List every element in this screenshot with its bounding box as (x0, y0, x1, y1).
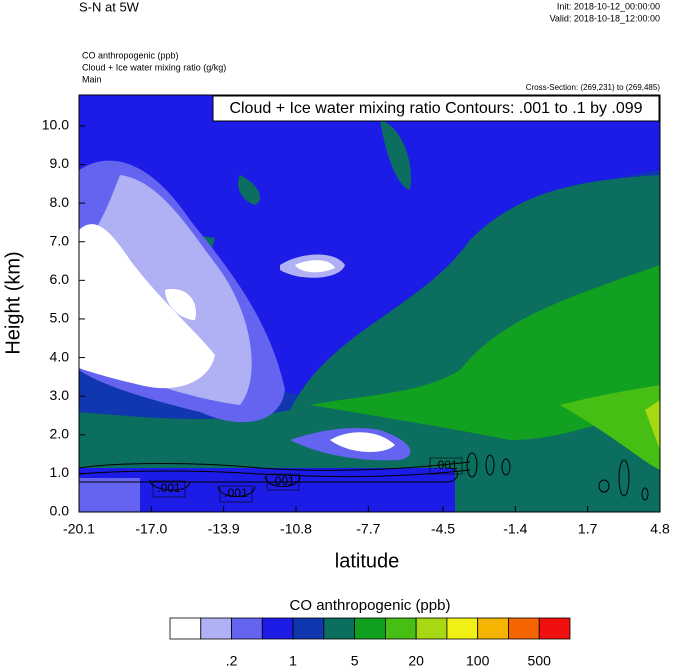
field-name: CO anthropogenic (ppb) (82, 50, 179, 60)
y-tick-label: 4.0 (50, 348, 70, 364)
x-tick-label: 1.7 (578, 521, 598, 537)
title: S-N at 5W (79, 0, 140, 14)
colorbar-box (354, 617, 386, 640)
colorbar-tick-label: 1 (289, 653, 297, 668)
colorbar-tick-label: 500 (528, 653, 552, 668)
colorbar-title: CO anthropogenic (ppb) (290, 597, 451, 614)
y-axis-label: Height (km) (2, 251, 24, 354)
colorbar-tick-label: .2 (226, 653, 238, 668)
colorbar-box (508, 617, 540, 640)
colorbar-box (261, 617, 294, 640)
plot-frame (78, 94, 661, 513)
contour-label-box (429, 457, 463, 475)
x-tick-label: -4.5 (431, 521, 455, 537)
colorbar-box (323, 617, 356, 640)
annotation: Cloud + Ice water mixing ratio Contours:… (229, 100, 642, 117)
colorbar-box (538, 617, 571, 640)
contour-label-box (266, 473, 300, 491)
y-tick-label: 0.0 (50, 503, 70, 519)
field-name: Main (82, 74, 102, 84)
field-name: Cloud + Ice water mixing ratio (g/kg) (82, 62, 226, 72)
colorbar-box (200, 617, 232, 640)
y-tick-label: 7.0 (50, 232, 70, 248)
colorbar-tick-label: 100 (466, 653, 490, 668)
y-tick-label: 1.0 (50, 464, 70, 480)
x-tick-label: -13.9 (208, 521, 240, 537)
y-tick-label: 5.0 (50, 310, 70, 326)
colorbar-box (169, 617, 202, 640)
contour-label: .001 (157, 481, 181, 495)
x-tick-label: -20.1 (63, 521, 95, 537)
contour-field (79, 95, 660, 512)
contour-label: .001 (271, 474, 295, 488)
y-tick-label: 6.0 (50, 271, 70, 287)
x-tick-label: -17.0 (135, 521, 167, 537)
y-tick-label: 9.0 (50, 155, 70, 171)
x-tick-label: 4.8 (650, 521, 670, 537)
contour-label: .001 (224, 486, 248, 500)
contour-label-box (219, 485, 253, 503)
y-tick-label: 3.0 (50, 387, 70, 403)
colorbar-tick-label: 5 (351, 653, 359, 668)
x-tick-label: -1.4 (503, 521, 527, 537)
init-time: Init: 2018-10-12_00:00:00 (557, 1, 660, 11)
y-tick-label: 10.0 (42, 117, 69, 133)
x-tick-label: -10.8 (280, 521, 312, 537)
x-axis-label: latitude (335, 550, 400, 572)
contour-label-box (152, 480, 186, 498)
colorbar-box (415, 617, 448, 640)
x-tick-label: -7.7 (356, 521, 380, 537)
annotation-box (212, 95, 660, 122)
colorbar-box (384, 617, 417, 640)
cross-section: Cross-Section: (269,231) to (269,485) (526, 83, 661, 92)
colorbar-box (477, 617, 509, 640)
y-tick-label: 2.0 (50, 425, 70, 441)
colorbar-box (446, 617, 479, 640)
colorbar-box (292, 617, 325, 640)
colorbar-box (231, 617, 263, 640)
contour-label: .001 (434, 458, 458, 472)
y-tick-label: 8.0 (50, 194, 70, 210)
colorbar-tick-label: 20 (408, 653, 424, 668)
valid-time: Valid: 2018-10-18_12:00:00 (550, 13, 660, 23)
